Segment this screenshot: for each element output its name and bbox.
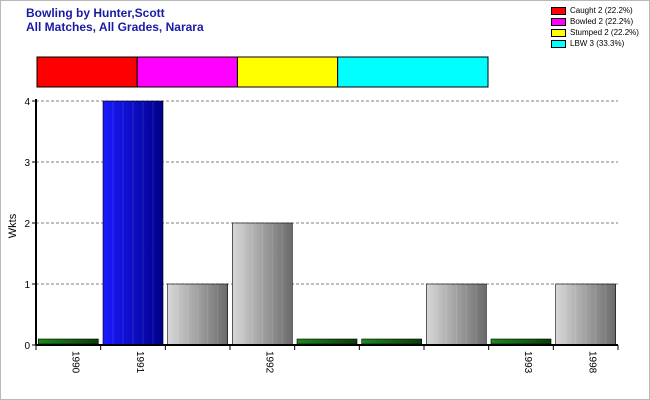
axes: 0 1 2 3 4 1990 1991 1992 1993 1998 [24, 97, 619, 374]
legend-label-stumped: Stumped 2 (22.2%) [570, 28, 639, 37]
legend-item-stumped: Stumped 2 (22.2%) [551, 27, 646, 38]
dismissal-strip [36, 56, 489, 88]
bar-9 [555, 283, 616, 346]
y-tick-label-4: 4 [24, 97, 30, 108]
x-tick-label-4: 1992 [263, 351, 274, 374]
bar-5 [296, 338, 358, 345]
legend-swatch-stumped [551, 29, 566, 37]
y-tick-label-1: 1 [24, 280, 30, 291]
legend-swatch-caught [551, 7, 566, 15]
x-tick-label-8: 1993 [522, 351, 533, 374]
bar-8 [490, 338, 552, 345]
bar-3 [167, 283, 228, 346]
strip-segment-bowled [136, 56, 238, 88]
legend-item-lbw: LBW 3 (33.3%) [551, 38, 646, 49]
x-tick-label-2: 1991 [134, 351, 145, 374]
strip-segment-lbw [337, 56, 489, 88]
y-tick-label-2: 2 [24, 219, 30, 230]
chart-title: Bowling by Hunter,Scott [26, 6, 165, 20]
x-tick-label-9: 1998 [587, 351, 598, 374]
strip-segment-stumped [236, 56, 339, 88]
bar-6 [361, 338, 422, 345]
y-tick-label-3: 3 [24, 158, 30, 169]
y-axis-label: Wkts [7, 213, 19, 238]
bars [38, 100, 616, 346]
legend-swatch-lbw [551, 40, 566, 48]
bar-4 [232, 222, 293, 346]
bar-1 [38, 338, 99, 345]
legend-label-bowled: Bowled 2 (22.2%) [570, 17, 634, 26]
legend-label-lbw: LBW 3 (33.3%) [570, 39, 625, 48]
bar-2 [102, 100, 164, 346]
legend-swatch-bowled [551, 18, 566, 26]
x-tick-label-1: 1990 [69, 351, 80, 374]
legend-item-bowled: Bowled 2 (22.2%) [551, 16, 646, 27]
bar-7 [426, 283, 487, 346]
legend-label-caught: Caught 2 (22.2%) [570, 6, 633, 15]
strip-segment-caught [36, 56, 138, 88]
chart-subtitle: All Matches, All Grades, Narara [26, 20, 204, 34]
legend-item-caught: Caught 2 (22.2%) [551, 5, 646, 16]
legend: Caught 2 (22.2%) Bowled 2 (22.2%) Stumpe… [551, 5, 646, 49]
y-tick-label-0: 0 [24, 341, 30, 352]
